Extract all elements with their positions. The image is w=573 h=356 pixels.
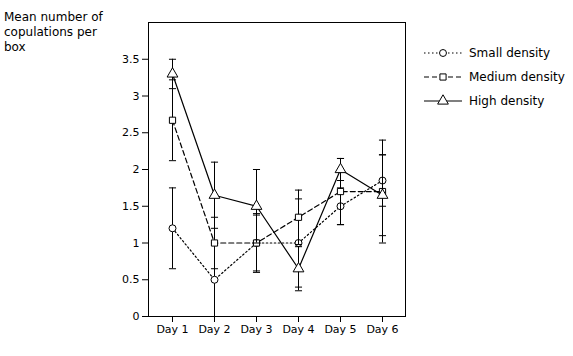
svg-text:1.5: 1.5 (122, 200, 140, 213)
svg-text:0: 0 (133, 310, 140, 323)
svg-text:1: 1 (133, 237, 140, 250)
svg-text:Day 1: Day 1 (156, 323, 188, 336)
svg-text:3: 3 (133, 90, 140, 103)
svg-text:Day 6: Day 6 (366, 323, 398, 336)
svg-text:3.5: 3.5 (122, 53, 140, 66)
html-text:Small density: Small density (469, 46, 551, 60)
html-text:Mean number of copulations per: Mean number of copulations per box (4, 10, 103, 54)
svg-text:Day 4: Day 4 (282, 323, 314, 336)
svg-text:Day 2: Day 2 (198, 323, 230, 336)
svg-text:Day 5: Day 5 (324, 323, 356, 336)
html-text:High density: High density (469, 94, 545, 108)
svg-text:0.5: 0.5 (122, 273, 140, 286)
svg-text:2: 2 (133, 163, 140, 176)
svg-text:2.5: 2.5 (122, 126, 140, 139)
html-text:Medium density: Medium density (469, 70, 565, 84)
svg-text:Day 3: Day 3 (240, 323, 272, 336)
